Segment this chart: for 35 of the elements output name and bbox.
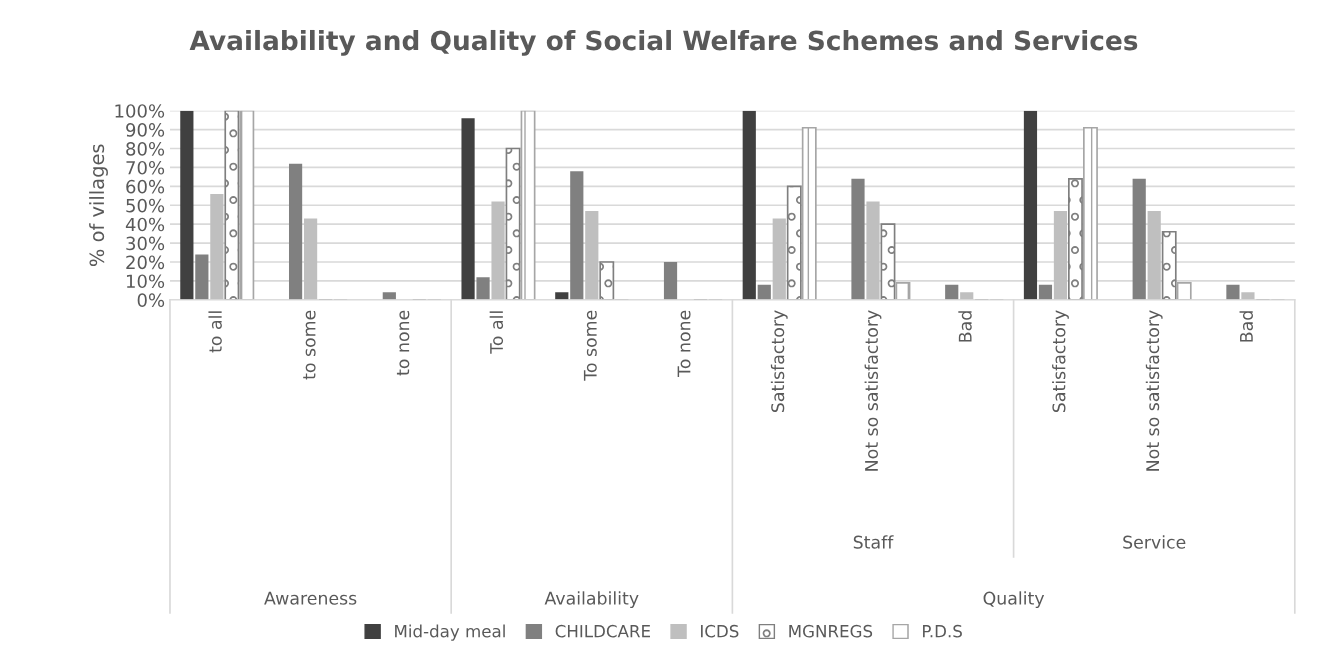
legend-label: MGNREGS: [789, 624, 873, 638]
y-tick-label: 100%: [115, 104, 165, 118]
legend-label: CHILDCARE: [555, 624, 650, 638]
y-axis-title: % of villages: [89, 144, 108, 267]
y-tick-label: 60%: [126, 179, 165, 194]
text: Availability: [544, 591, 639, 609]
x-tick-label: To some: [583, 310, 597, 381]
y-tick-label: 80%: [126, 142, 165, 156]
x-tick-label: Satisfactory: [1052, 310, 1069, 413]
x-tick-label: To none: [677, 310, 691, 377]
y-tick-label: 30%: [126, 236, 165, 251]
text: Awareness: [264, 591, 357, 605]
y-tick-label: 50%: [126, 198, 165, 213]
text: Service: [1123, 535, 1186, 549]
x-tick-label: Bad: [1239, 311, 1253, 342]
text: Staff: [853, 535, 894, 549]
x-tick-label: to all: [208, 311, 222, 353]
y-tick-label: 20%: [126, 255, 165, 270]
y-tick-label: 70%: [126, 160, 165, 175]
x-tick-label: to some: [303, 310, 316, 380]
chart-title: Availability and Quality of Social Welfare Schemes and Services: [189, 29, 1138, 56]
x-tick-label: to none: [396, 310, 410, 376]
x-tick-label: Satisfactory: [770, 310, 788, 413]
y-tick-label: 40%: [125, 217, 165, 232]
legend-label: ICDS: [701, 624, 739, 638]
x-tick-label: Not so satisfactory: [864, 310, 882, 471]
x-tick-label: Bad: [958, 311, 972, 342]
x-tick-label: To all: [489, 311, 504, 354]
y-tick-label: 0%: [137, 293, 165, 307]
x-tick-label: Not so satisfactory: [1145, 310, 1163, 471]
y-tick-label: 10%: [126, 274, 165, 289]
legend-label: Mid-day meal: [395, 624, 505, 641]
text: Quality: [983, 591, 1045, 609]
legend-label: P.D.S: [923, 624, 962, 638]
y-tick-label: 90%: [126, 123, 165, 137]
